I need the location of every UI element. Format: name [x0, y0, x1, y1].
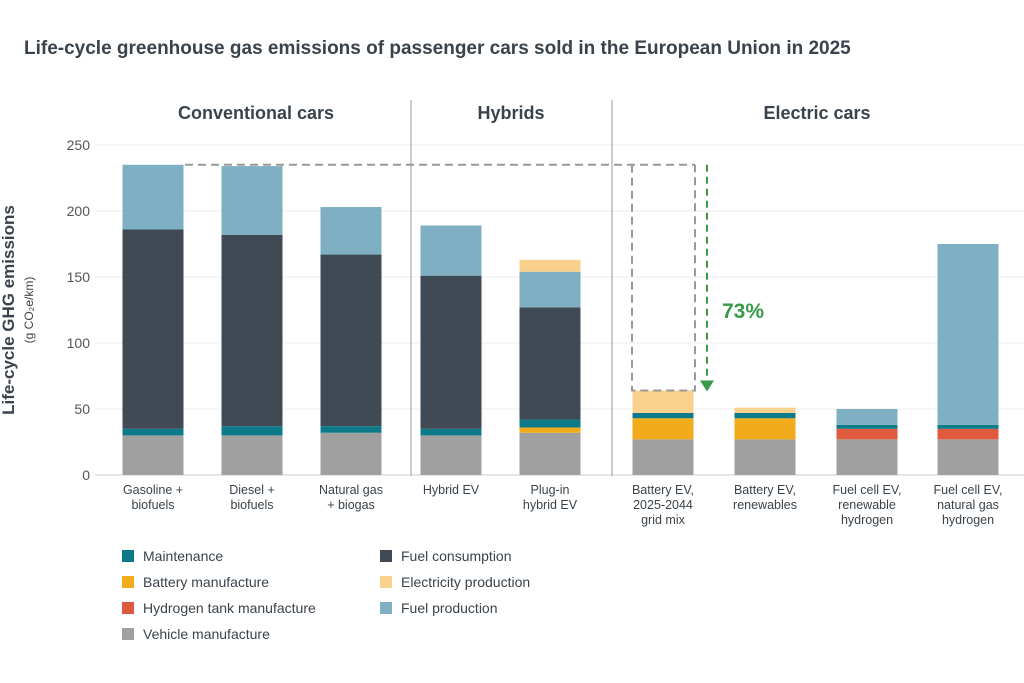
bar-segment-vehicle-manufacture	[836, 439, 898, 475]
x-tick-label: Battery EV,	[734, 483, 796, 497]
x-tick-label: Diesel +	[229, 483, 275, 497]
bar-segment-fuel-consumption	[320, 254, 382, 427]
bar-segment-vehicle-manufacture	[632, 439, 694, 475]
y-tick-label: 150	[67, 269, 91, 285]
legend-item: Electricity production	[380, 574, 530, 590]
bar-segment-maintenance	[122, 428, 184, 436]
bar-segment-fuel-production	[221, 166, 283, 235]
group-label: Hybrids	[477, 103, 544, 123]
y-tick-label: 200	[67, 203, 91, 219]
legend-swatch	[380, 602, 392, 614]
x-tick-label: Gasoline +	[123, 483, 183, 497]
bar-segment-electricity-production	[632, 390, 694, 413]
x-tick-label: biofuels	[230, 498, 273, 512]
x-tick-label: Fuel cell EV,	[933, 483, 1002, 497]
legend-label: Maintenance	[143, 548, 224, 564]
bar-segment-fuel-consumption	[420, 275, 482, 429]
bar-segment-electricity-production	[734, 407, 796, 413]
legend-item: Fuel production	[380, 600, 498, 616]
legend-label: Fuel production	[401, 600, 498, 616]
x-tick-label: + biogas	[327, 498, 375, 512]
bar-segment-fuel-production	[320, 207, 382, 255]
bar-segment-fuel-production	[519, 271, 581, 308]
legend-label: Battery manufacture	[143, 574, 270, 590]
bar-segment-battery-manufacture	[519, 427, 581, 433]
bar-segment-maintenance	[632, 412, 694, 419]
x-tick-label: grid mix	[641, 513, 686, 527]
x-tick-label: renewable	[838, 498, 896, 512]
bar-segment-battery-manufacture	[734, 418, 796, 440]
bar-segment-hydrogen-tank-manufacture	[937, 428, 999, 440]
y-tick-label: 0	[82, 467, 90, 483]
y-tick-label: 50	[74, 401, 90, 417]
x-tick-label: hydrogen	[841, 513, 893, 527]
legend-label: Vehicle manufacture	[143, 626, 270, 642]
reference-dashed-outline	[185, 163, 696, 392]
x-tick-label: Hybrid EV	[423, 483, 480, 497]
bar-segment-vehicle-manufacture	[420, 435, 482, 475]
bar-segment-fuel-production	[836, 409, 898, 425]
legend-item: Hydrogen tank manufacture	[122, 600, 316, 616]
bar-segment-maintenance	[221, 426, 283, 436]
bar-segment-maintenance	[937, 424, 999, 429]
bar-segment-fuel-production	[122, 164, 184, 230]
bar-segment-battery-manufacture	[632, 418, 694, 440]
y-axis-label: Life-cycle GHG emissions	[0, 205, 18, 415]
legend-swatch	[122, 602, 134, 614]
bar-segment-hydrogen-tank-manufacture	[836, 428, 898, 440]
y-tick-label: 250	[67, 137, 91, 153]
chart-title: Life-cycle greenhouse gas emissions of p…	[24, 38, 851, 59]
legend-label: Fuel consumption	[401, 548, 512, 564]
arrow-down-icon	[700, 380, 714, 392]
legend-swatch	[122, 628, 134, 640]
bar-segment-fuel-consumption	[122, 229, 184, 429]
bar-segment-fuel-production	[937, 244, 999, 425]
bar-segment-vehicle-manufacture	[221, 435, 283, 475]
bar-segment-electricity-production	[519, 259, 581, 272]
x-tick-label: Battery EV,	[632, 483, 694, 497]
legend-item: Battery manufacture	[122, 574, 269, 590]
x-tick-label: hydrogen	[942, 513, 994, 527]
bar-segment-vehicle-manufacture	[320, 432, 382, 475]
legend-item: Fuel consumption	[380, 548, 512, 564]
bar-segment-fuel-consumption	[519, 307, 581, 420]
group-label: Electric cars	[763, 103, 870, 123]
bar-segment-maintenance	[734, 412, 796, 419]
bar-segment-maintenance	[519, 419, 581, 428]
x-tick-label: 2025-2044	[633, 498, 693, 512]
bar-segment-maintenance	[320, 426, 382, 433]
bar-segment-fuel-production	[420, 225, 482, 276]
x-tick-label: renewables	[733, 498, 797, 512]
y-tick-label: 100	[67, 335, 91, 351]
legend-item: Vehicle manufacture	[122, 626, 270, 642]
x-tick-label: natural gas	[937, 498, 999, 512]
x-tick-label: Fuel cell EV,	[832, 483, 901, 497]
bar-segment-vehicle-manufacture	[937, 439, 999, 475]
x-tick-label: hybrid EV	[523, 498, 578, 512]
x-tick-label: Natural gas	[319, 483, 383, 497]
bar-segment-vehicle-manufacture	[122, 435, 184, 475]
bar-segment-vehicle-manufacture	[734, 439, 796, 475]
bar-segment-maintenance	[420, 428, 482, 436]
reduction-percentage: 73%	[722, 300, 764, 323]
bar-segment-maintenance	[836, 424, 898, 429]
bar-segment-vehicle-manufacture	[519, 432, 581, 475]
legend-swatch	[122, 576, 134, 588]
legend-item: Maintenance	[122, 548, 223, 564]
legend-swatch	[380, 550, 392, 562]
x-tick-label: biofuels	[131, 498, 174, 512]
x-tick-label: Plug-in	[531, 483, 570, 497]
bar-segment-fuel-consumption	[221, 234, 283, 427]
legend-swatch	[122, 550, 134, 562]
y-axis-unit: (g CO₂e/km)	[22, 277, 36, 344]
legend-label: Electricity production	[401, 574, 531, 590]
group-label: Conventional cars	[178, 103, 334, 123]
legend-swatch	[380, 576, 392, 588]
legend-label: Hydrogen tank manufacture	[143, 600, 316, 616]
